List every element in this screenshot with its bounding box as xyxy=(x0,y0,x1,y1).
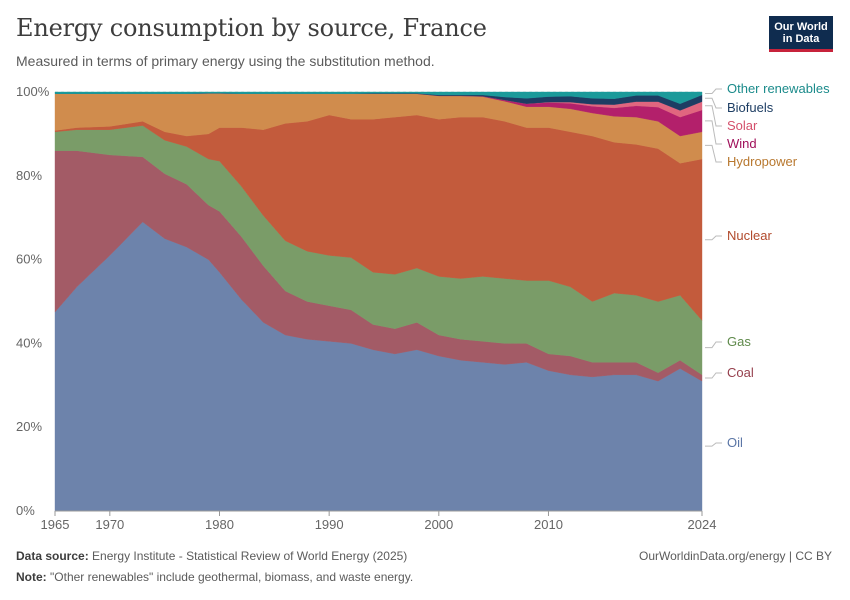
x-tick-label: 2010 xyxy=(534,517,563,532)
legend-label-nuclear[interactable]: Nuclear xyxy=(727,228,772,243)
legend-label-other-renewables[interactable]: Other renewables xyxy=(727,81,830,96)
legend-label-biofuels[interactable]: Biofuels xyxy=(727,100,774,115)
x-tick-label: 1965 xyxy=(41,517,70,532)
legend-label-gas[interactable]: Gas xyxy=(727,334,751,349)
area-other-renewables[interactable] xyxy=(54,91,703,104)
note-label: Note: xyxy=(16,570,47,584)
x-tick-label: 1970 xyxy=(95,517,124,532)
legend-connector xyxy=(705,144,722,163)
legend-label-solar[interactable]: Solar xyxy=(727,118,758,133)
legend-connector xyxy=(705,372,722,379)
y-tick-label: 40% xyxy=(16,335,42,350)
legend-connector xyxy=(705,341,722,349)
y-tick-label: 0% xyxy=(16,503,35,518)
footer-source: Data source: Energy Institute - Statisti… xyxy=(16,549,407,563)
legend-connector xyxy=(705,235,722,241)
logo-line-1: Our World xyxy=(774,21,828,33)
source-label: Data source: xyxy=(16,549,89,563)
legend-connector xyxy=(705,442,722,447)
y-tick-label: 100% xyxy=(16,84,50,99)
logo-line-2: in Data xyxy=(782,33,820,45)
note-text: "Other renewables" include geothermal, b… xyxy=(50,570,414,584)
legend-connector xyxy=(705,120,722,145)
y-tick-label: 60% xyxy=(16,252,42,267)
footer-url[interactable]: OurWorldinData.org/energy | CC BY xyxy=(639,549,832,563)
owid-logo[interactable]: Our World in Data xyxy=(769,16,833,52)
legend-label-oil[interactable]: Oil xyxy=(727,435,743,450)
source-text[interactable]: Energy Institute - Statistical Review of… xyxy=(92,549,408,563)
legend-label-coal[interactable]: Coal xyxy=(727,365,754,380)
x-tick-label: 1990 xyxy=(315,517,344,532)
legend-label-hydropower[interactable]: Hydropower xyxy=(727,154,798,169)
y-tick-label: 80% xyxy=(16,168,42,183)
y-tick-label: 20% xyxy=(16,419,42,434)
chart-subtitle: Measured in terms of primary energy usin… xyxy=(16,53,435,69)
legend-connector xyxy=(705,88,722,94)
legend-connector xyxy=(705,97,722,109)
x-tick-label: 2024 xyxy=(688,517,717,532)
x-tick-label: 1980 xyxy=(205,517,234,532)
legend-connector xyxy=(705,105,722,127)
legend-label-wind[interactable]: Wind xyxy=(727,136,757,151)
x-tick-label: 2000 xyxy=(424,517,453,532)
chart-title: Energy consumption by source, France xyxy=(16,14,487,42)
footer-note: Note: "Other renewables" include geother… xyxy=(16,570,413,584)
